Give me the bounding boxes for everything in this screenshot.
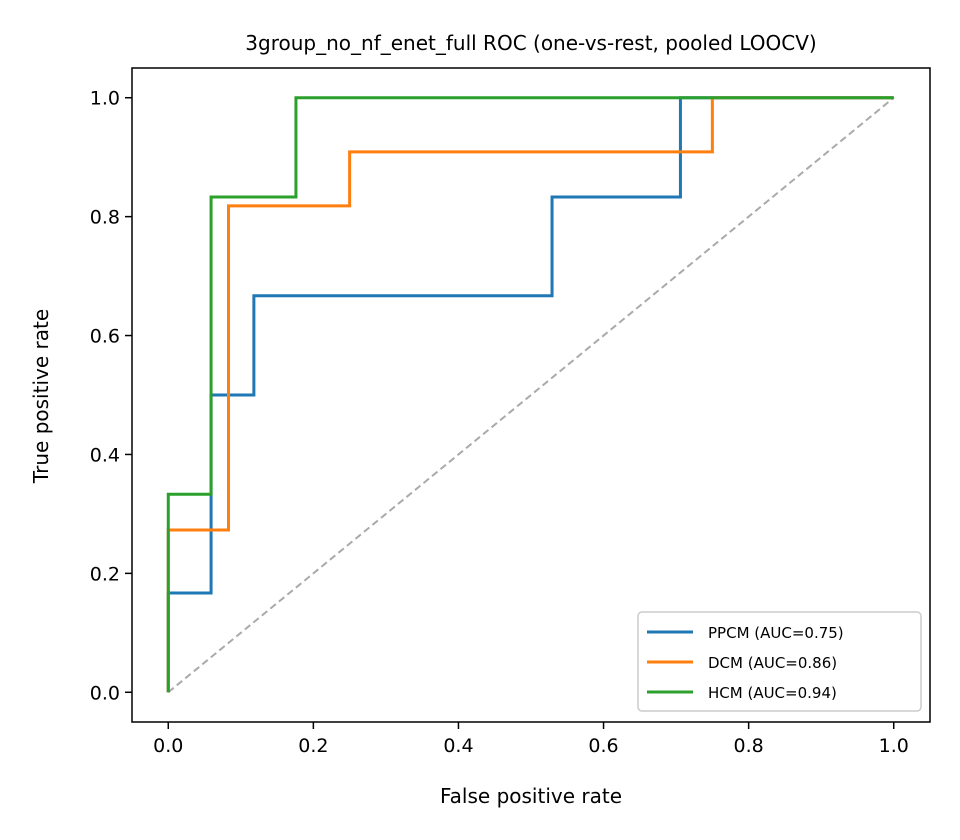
x-tick-label: 0.0	[153, 735, 183, 757]
y-tick-label: 0.0	[90, 682, 120, 704]
legend-entry-label: HCM (AUC=0.94)	[708, 684, 837, 702]
x-tick-label: 0.4	[443, 735, 473, 757]
y-axis-label: True positive rate	[29, 309, 53, 484]
legend-box	[637, 611, 922, 712]
plot-area: 0.0 0.2 0.4 0.6 0.8 1.0 0.0 0.2 0.4 0.6 0.8 1.0	[90, 67, 931, 757]
y-tick-label: 0.2	[90, 563, 120, 585]
y-tick-label: 0.8	[90, 207, 120, 229]
legend: PPCM (AUC=0.75) DCM (AUC=0.86) HCM (AUC=0.…	[637, 611, 922, 712]
chance-diagonal-line	[167, 96, 895, 694]
legend-entry-label: PPCM (AUC=0.75)	[708, 624, 844, 642]
roc-line-hcm	[166, 96, 894, 693]
y-tick-label: 0.4	[90, 444, 120, 466]
plot-frame	[131, 67, 931, 723]
y-tick-label: 0.6	[90, 326, 120, 348]
roc-line-dcm	[166, 96, 894, 693]
x-tick-label: 0.6	[588, 735, 618, 757]
x-tick-label: 1.0	[879, 735, 909, 757]
x-axis-label: False positive rate	[440, 784, 622, 808]
y-tick-label: 1.0	[90, 88, 120, 110]
chart-title: 3group_no_nf_enet_full ROC (one-vs-rest,…	[245, 31, 816, 55]
x-tick-label: 0.8	[734, 735, 764, 757]
x-tick-label: 0.2	[298, 735, 328, 757]
roc-line-ppcm	[166, 96, 894, 693]
legend-entry-label: DCM (AUC=0.86)	[708, 654, 837, 672]
